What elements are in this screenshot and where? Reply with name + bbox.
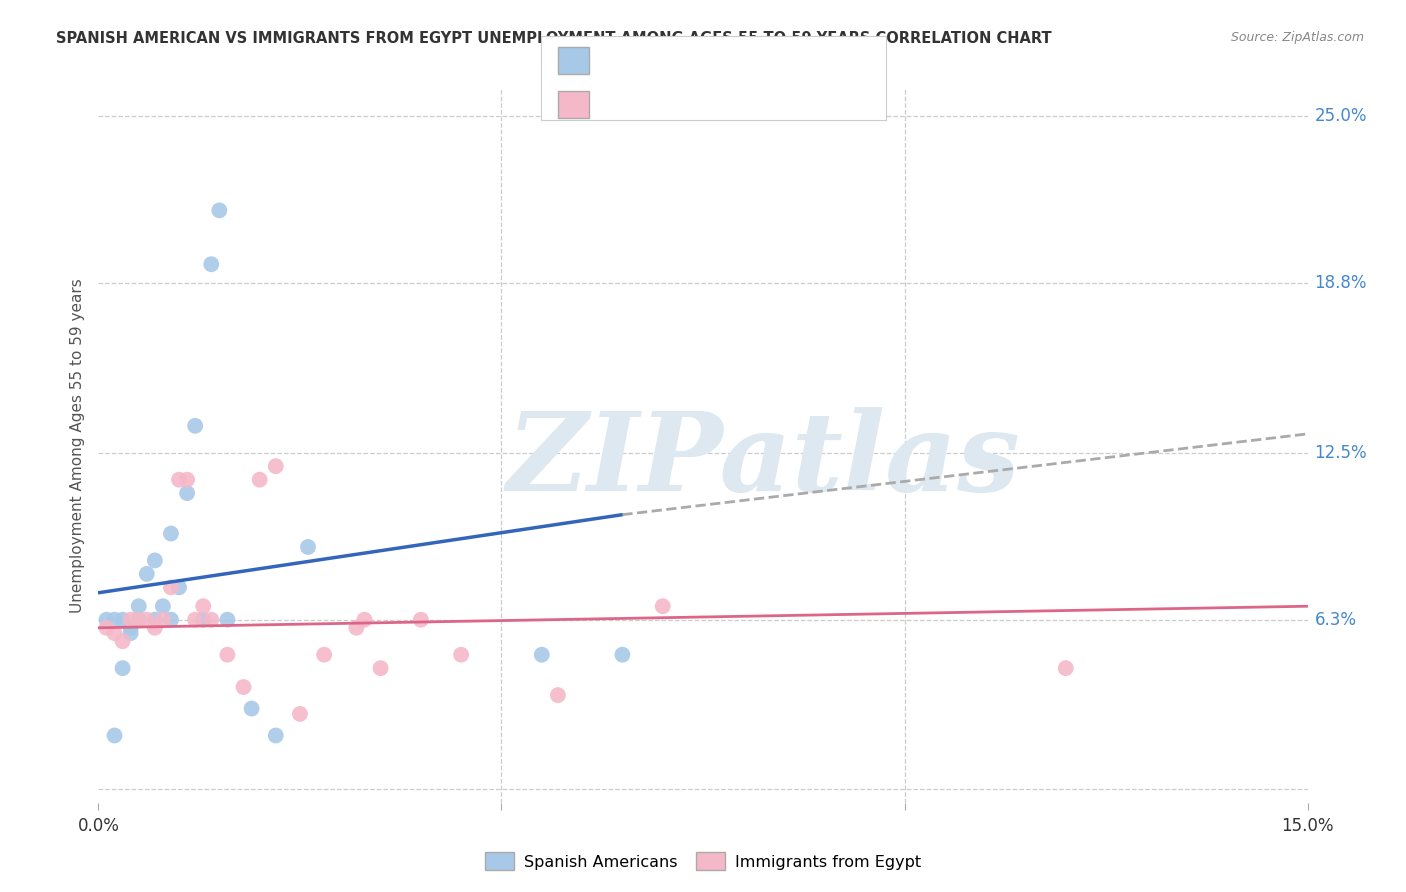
- Point: [111, 613, 134, 627]
- Text: R =: R =: [603, 95, 641, 113]
- Point: [152, 599, 174, 614]
- Text: 25.0%: 25.0%: [1315, 107, 1367, 125]
- Point: [314, 648, 336, 662]
- Point: [96, 621, 118, 635]
- Point: [200, 613, 222, 627]
- Point: [103, 729, 125, 743]
- Point: [344, 621, 367, 635]
- Text: 18.8%: 18.8%: [1315, 274, 1367, 292]
- Text: 0.107: 0.107: [643, 52, 697, 70]
- Point: [167, 473, 190, 487]
- Point: [612, 648, 634, 662]
- Point: [547, 688, 569, 702]
- Point: [96, 613, 118, 627]
- Point: [152, 613, 174, 627]
- Point: [143, 613, 166, 627]
- Point: [160, 580, 183, 594]
- Text: 0.042: 0.042: [643, 95, 697, 113]
- Point: [111, 661, 134, 675]
- Text: N =: N =: [706, 95, 755, 113]
- Point: [200, 257, 222, 271]
- Point: [249, 473, 271, 487]
- Point: [217, 648, 239, 662]
- Point: [184, 418, 207, 433]
- Text: ZIPatlas: ZIPatlas: [506, 407, 1021, 514]
- Point: [450, 648, 472, 662]
- Point: [135, 566, 157, 581]
- Point: [651, 599, 673, 614]
- Point: [217, 613, 239, 627]
- Point: [264, 459, 287, 474]
- Point: [128, 599, 150, 614]
- Legend: Spanish Americans, Immigrants from Egypt: Spanish Americans, Immigrants from Egypt: [479, 846, 927, 877]
- Point: [135, 613, 157, 627]
- Point: [184, 613, 207, 627]
- Point: [120, 621, 142, 635]
- Text: SPANISH AMERICAN VS IMMIGRANTS FROM EGYPT UNEMPLOYMENT AMONG AGES 55 TO 59 YEARS: SPANISH AMERICAN VS IMMIGRANTS FROM EGYP…: [56, 31, 1052, 46]
- Text: 6.3%: 6.3%: [1315, 611, 1357, 629]
- Text: N =: N =: [706, 52, 755, 70]
- Y-axis label: Unemployment Among Ages 55 to 59 years: Unemployment Among Ages 55 to 59 years: [69, 278, 84, 614]
- Point: [103, 613, 125, 627]
- Point: [193, 613, 215, 627]
- Point: [120, 626, 142, 640]
- Point: [370, 661, 392, 675]
- Point: [208, 203, 231, 218]
- Point: [160, 526, 183, 541]
- Point: [176, 486, 198, 500]
- Point: [288, 706, 311, 721]
- Point: [103, 626, 125, 640]
- Point: [297, 540, 319, 554]
- Point: [409, 613, 432, 627]
- Point: [264, 729, 287, 743]
- Point: [353, 613, 375, 627]
- Point: [232, 680, 254, 694]
- Point: [193, 599, 215, 614]
- Point: [1054, 661, 1077, 675]
- Point: [160, 613, 183, 627]
- Point: [120, 613, 142, 627]
- Point: [530, 648, 553, 662]
- Point: [240, 701, 263, 715]
- Point: [128, 613, 150, 627]
- Point: [143, 621, 166, 635]
- Point: [176, 473, 198, 487]
- Text: R =: R =: [603, 52, 641, 70]
- Text: 27: 27: [754, 52, 778, 70]
- Text: Source: ZipAtlas.com: Source: ZipAtlas.com: [1230, 31, 1364, 45]
- Text: 12.5%: 12.5%: [1315, 443, 1367, 462]
- Point: [111, 634, 134, 648]
- Point: [128, 613, 150, 627]
- Text: 28: 28: [754, 95, 778, 113]
- Point: [143, 553, 166, 567]
- Point: [167, 580, 190, 594]
